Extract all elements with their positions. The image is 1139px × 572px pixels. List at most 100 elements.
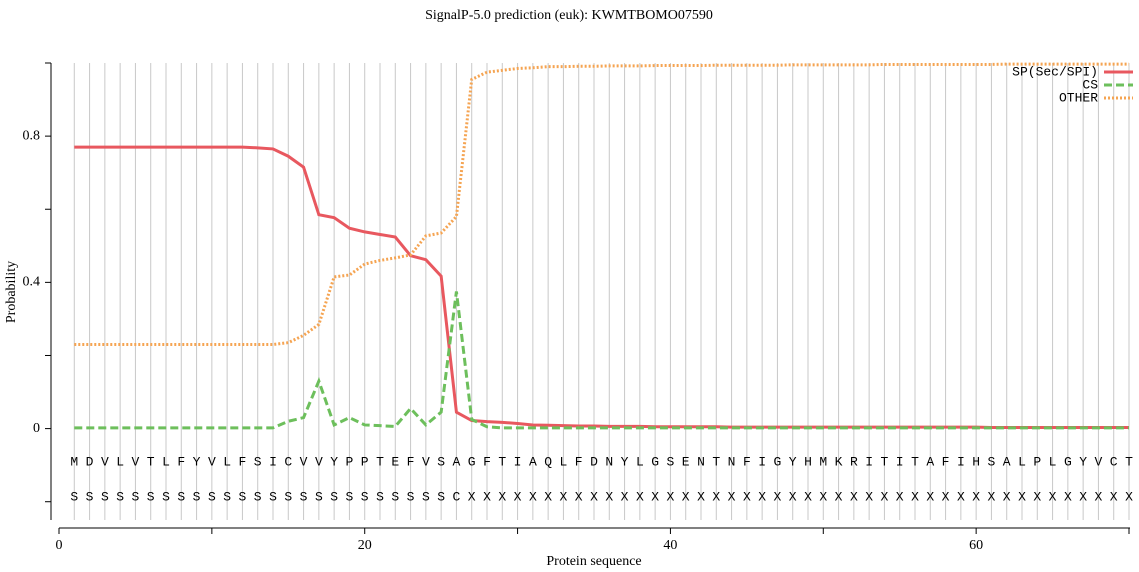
residue-label: X — [865, 489, 873, 504]
residue-label: S — [361, 489, 369, 504]
residue: I — [269, 454, 277, 469]
residue-label: S — [132, 489, 140, 504]
residue-label: S — [177, 489, 185, 504]
residue-label: X — [1095, 489, 1103, 504]
residue-label: X — [712, 489, 720, 504]
residue: A — [926, 454, 934, 469]
residue-label: X — [560, 489, 568, 504]
residue: V — [208, 454, 216, 469]
residue: F — [575, 454, 583, 469]
residue-label: X — [1110, 489, 1118, 504]
residue-label: S — [346, 489, 354, 504]
residue: V — [132, 454, 140, 469]
residue: N — [697, 454, 705, 469]
residue: H — [804, 454, 812, 469]
residue-label: X — [972, 489, 980, 504]
residue: G — [1064, 454, 1072, 469]
residue-label: X — [697, 489, 705, 504]
residue-label: S — [162, 489, 170, 504]
series-line — [74, 62, 1129, 347]
residue: Q — [544, 454, 552, 469]
residue-label: S — [70, 489, 78, 504]
residue-label: X — [651, 489, 659, 504]
series-line — [74, 145, 1129, 430]
residue: I — [865, 454, 873, 469]
residue: L — [223, 454, 231, 469]
residue: S — [667, 454, 675, 469]
residue: L — [560, 454, 568, 469]
residue: T — [376, 454, 384, 469]
residue: F — [942, 454, 950, 469]
residue: G — [651, 454, 659, 469]
residue: T — [147, 454, 155, 469]
residue-label: S — [86, 489, 94, 504]
residue-label: S — [147, 489, 155, 504]
residue: N — [728, 454, 736, 469]
residue-label: S — [223, 489, 231, 504]
residue-label: X — [728, 489, 736, 504]
residue: E — [682, 454, 690, 469]
residue-label: S — [437, 489, 445, 504]
residue-label: X — [881, 489, 889, 504]
residue-label: S — [407, 489, 415, 504]
x-tick-label: 60 — [969, 538, 983, 553]
residue-label: S — [422, 489, 430, 504]
residue: V — [315, 454, 323, 469]
x-tick-label: 0 — [56, 538, 63, 553]
residue: I — [758, 454, 766, 469]
residue: S — [437, 454, 445, 469]
residue: K — [835, 454, 843, 469]
residue: I — [896, 454, 904, 469]
residue-label: X — [621, 489, 629, 504]
residue: D — [590, 454, 598, 469]
residue-label: X — [804, 489, 812, 504]
residue-label: X — [850, 489, 858, 504]
residue: V — [101, 454, 109, 469]
x-axis-label: Protein sequence — [546, 554, 641, 569]
residue: M — [70, 454, 78, 469]
residue: D — [86, 454, 94, 469]
residue-label: X — [1049, 489, 1057, 504]
residue: P — [1033, 454, 1041, 469]
residue-label: S — [330, 489, 338, 504]
residue-label: X — [529, 489, 537, 504]
residue-label: X — [636, 489, 644, 504]
residue-label: S — [391, 489, 399, 504]
residue: H — [972, 454, 980, 469]
residue: N — [605, 454, 613, 469]
residue: C — [1110, 454, 1118, 469]
residue-label: X — [514, 489, 522, 504]
residue: L — [162, 454, 170, 469]
residue-label: X — [1079, 489, 1087, 504]
residue-label: X — [926, 489, 934, 504]
residue-label: S — [376, 489, 384, 504]
residue-label: X — [896, 489, 904, 504]
residue: L — [116, 454, 124, 469]
legend-label: SP(Sec/SPI) — [1012, 64, 1098, 79]
x-tick-label: 20 — [358, 538, 372, 553]
residue-label: X — [835, 489, 843, 504]
residue: Y — [330, 454, 338, 469]
residue: F — [407, 454, 415, 469]
residue-label: X — [575, 489, 583, 504]
residue: I — [514, 454, 522, 469]
residue-label: X — [1003, 489, 1011, 504]
residue: S — [988, 454, 996, 469]
residue-label: X — [789, 489, 797, 504]
residue-label: S — [193, 489, 201, 504]
residue: Y — [621, 454, 629, 469]
residue: A — [453, 454, 461, 469]
residue-label: X — [1018, 489, 1026, 504]
residue-label: X — [911, 489, 919, 504]
residue: R — [850, 454, 858, 469]
residue-label: X — [957, 489, 965, 504]
residue-label: S — [116, 489, 124, 504]
residue: F — [743, 454, 751, 469]
residue: V — [300, 454, 308, 469]
residue: V — [1095, 454, 1103, 469]
residue-label: X — [667, 489, 675, 504]
residue-label: X — [468, 489, 476, 504]
residue-label: X — [1125, 489, 1133, 504]
